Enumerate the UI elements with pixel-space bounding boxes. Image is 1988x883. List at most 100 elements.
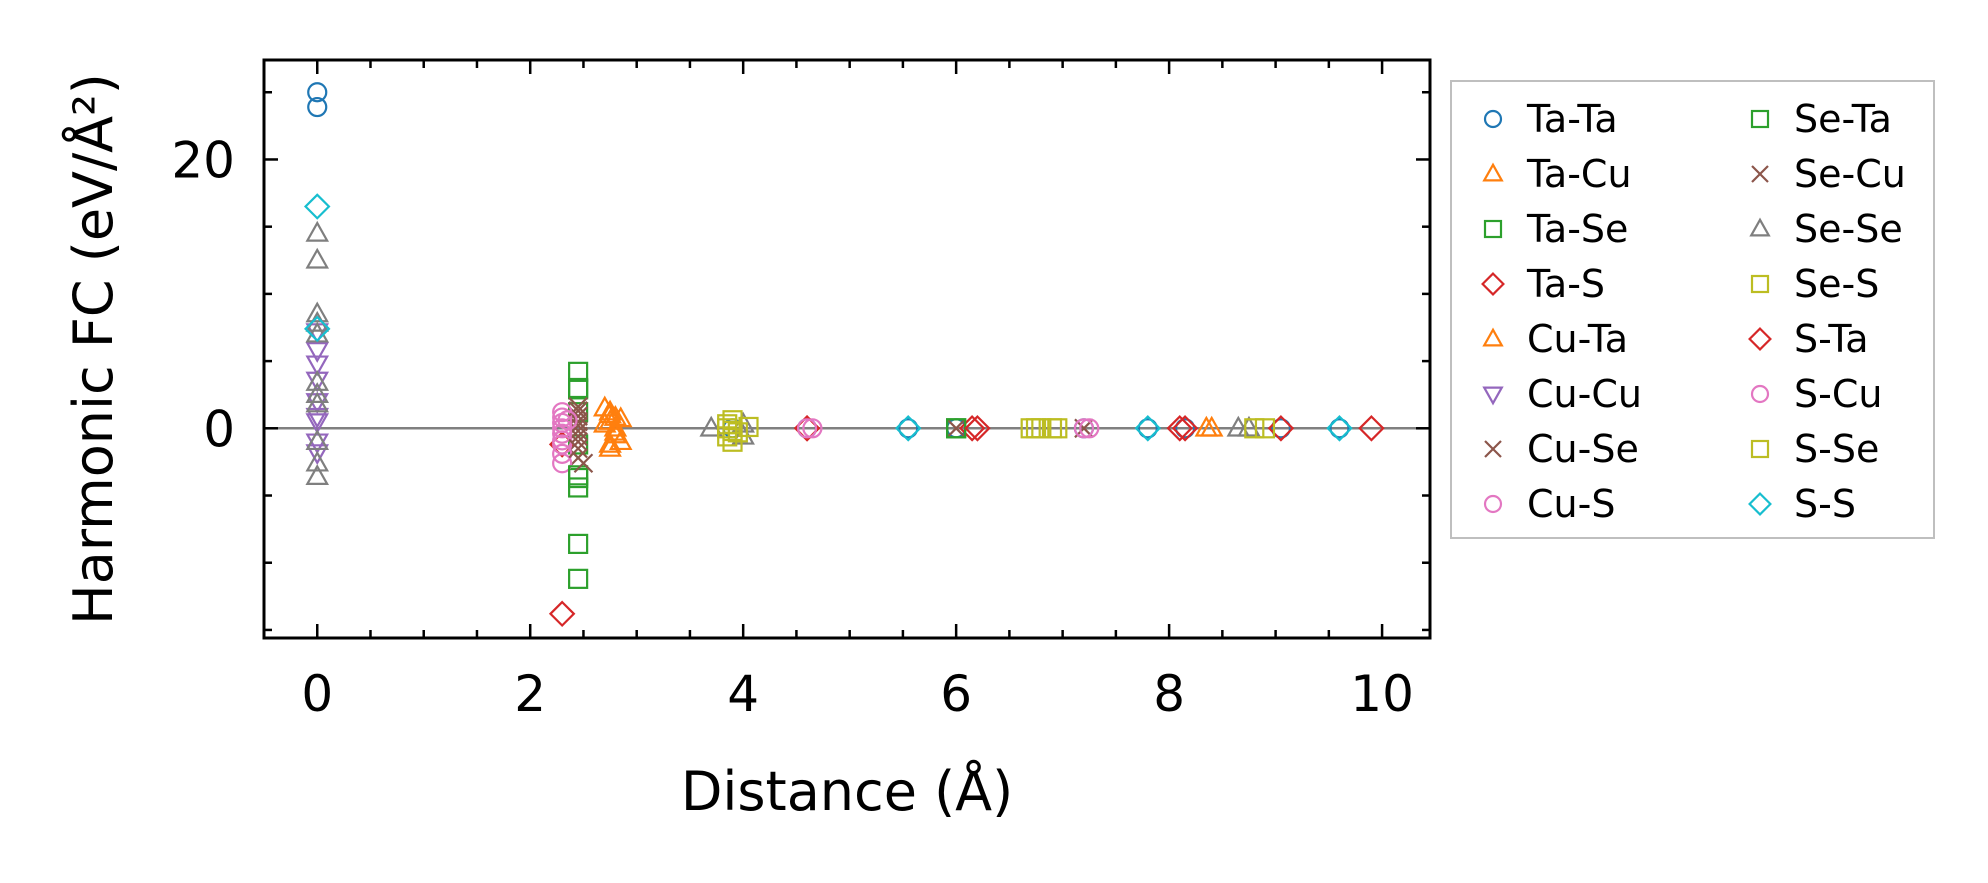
x-tick-label: 10 [1350,665,1414,723]
legend-entry: Se-Ta [1750,97,1892,141]
x-tick-label: 2 [514,665,546,723]
point-s-se [1047,418,1068,439]
legend-label: S-S [1794,482,1856,526]
legend-marker-se-s [1750,274,1770,294]
point-s-se [722,420,743,442]
legend-marker-s-cu [1750,384,1770,404]
point-s-se [1244,418,1265,439]
point-s-se [1025,418,1047,439]
legend-label: Ta-S [1526,262,1605,306]
plot-area-frame [262,58,1432,640]
x-tick-label: 0 [301,665,333,723]
axis-ticks [264,60,1430,638]
point-cu-ta [1199,415,1224,437]
legend-label: Se-Se [1794,207,1903,251]
point-cu-s [552,453,573,474]
legend-entry: Ta-Ta [1483,97,1618,141]
point-se-ta [568,377,589,399]
legend: Ta-Ta Ta-Cu Ta-Se Ta-S Cu-Ta Cu-Cu Cu-Se Cu-S Se… [1450,80,1935,539]
point-cu-cu [305,433,330,455]
point-cu-ta [608,406,633,428]
point-ta-se [568,379,589,400]
point-s-cu [557,410,578,431]
legend-label: Cu-Ta [1527,317,1628,361]
y-tick-label: 0 [203,400,235,458]
legend-frame [1450,80,1935,539]
point-s-s [303,193,331,220]
legend-marker-ta-ta [1483,109,1503,129]
legend-label: S-Cu [1794,372,1882,416]
y-tick-label: 20 [171,131,235,189]
x-tick-label: 8 [1153,665,1185,723]
legend-marker-ta-cu [1482,162,1504,182]
legend-marker-s-se [1750,439,1770,459]
point-se-se [305,382,330,404]
point-s-se [1254,418,1276,439]
point-s-se [717,418,738,439]
point-se-se [305,220,330,242]
point-se-se [305,247,330,269]
legend-label: Cu-S [1527,482,1615,526]
legend-marker-s-s [1748,492,1772,516]
point-ta-se [568,477,589,498]
point-cu-s [1079,418,1100,439]
point-se-se [305,370,330,391]
legend-entry: Se-S [1750,262,1879,306]
point-se-cu [573,453,594,474]
point-s-cu [1073,418,1095,439]
point-se-se [305,429,330,451]
point-cu-s [552,423,573,444]
point-ta-se [568,533,589,555]
legend-marker-s-ta [1748,327,1772,351]
point-s-s [1326,415,1353,442]
point-s-s [894,415,922,442]
legend-entry: Ta-Cu [1482,152,1632,196]
point-cu-ta [603,419,628,441]
legend-marker-cu-ta [1482,327,1504,347]
point-ta-se [568,568,589,589]
legend-marker-cu-cu [1482,386,1504,406]
legend-label: Se-S [1794,262,1879,306]
point-ta-ta [307,82,328,103]
point-se-se [305,450,330,472]
point-se-se [305,464,330,485]
legend-marker-se-cu [1751,165,1769,183]
x-axis-label: Distance (Å) [681,759,1013,823]
point-cu-se [946,418,966,439]
x-tick-label: 4 [727,665,759,723]
legend-label: Se-Ta [1794,97,1892,141]
point-cu-cu [305,444,330,466]
point-se-se [305,391,330,413]
data-points [303,82,1385,628]
x-tick-label: 6 [940,665,972,723]
legend-entry: Ta-S [1481,262,1605,306]
legend-label: S-Se [1794,427,1879,471]
point-ta-s [1166,415,1194,442]
point-se-se [699,415,724,437]
point-cu-cu [305,407,330,429]
point-ta-s [548,600,576,628]
legend-label: Cu-Cu [1527,372,1642,416]
legend-entry: S-Se [1750,427,1879,471]
point-s-ta [1358,415,1385,442]
axis-tick-labels: 0 2 4 6 8 10 0 20 [171,131,1414,723]
point-se-ta [568,465,589,486]
point-cu-s [802,418,823,439]
legend-marker-se-se [1749,217,1771,237]
legend-label: Ta-Cu [1526,152,1632,196]
legend-label: Ta-Se [1526,207,1628,251]
legend-label: Ta-Ta [1526,97,1618,141]
point-ta-ta [1270,418,1292,439]
point-s-ta [1171,415,1199,442]
legend-entry: Cu-Se [1484,427,1639,471]
legend-marker-cu-s [1483,494,1503,514]
legend-entry: S-Cu [1750,372,1882,416]
point-se-se [305,301,330,323]
point-se-s [738,416,759,438]
legend-entry: Se-Se [1749,207,1903,251]
legend-entry: Se-Cu [1751,152,1906,196]
legend-entry: Cu-Cu [1482,372,1642,416]
point-cu-s [552,443,573,464]
point-cu-cu [305,342,330,363]
legend-label: Cu-Se [1527,427,1639,471]
